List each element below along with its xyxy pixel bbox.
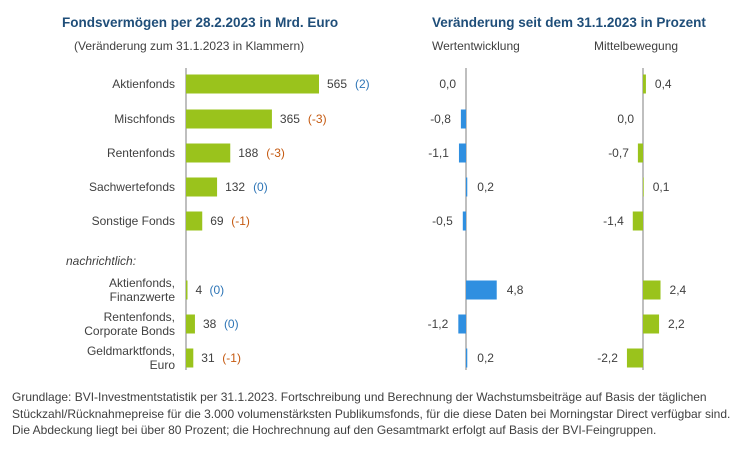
chart-marks: Aktienfonds 565 (2) Mischfonds 365 (-3) Renten… [84,68,687,372]
asset-bar [186,314,195,334]
wertentwicklung-bar [466,177,468,197]
asset-bar [186,211,203,231]
wertentwicklung-bar [458,314,466,334]
mittelbewegung-value-label: -0,7 [608,146,629,160]
mittelbewegung-bar [632,211,643,231]
left-chart-subtitle: (Veränderung zum 31.1.2023 in Klammern) [74,39,304,53]
asset-bar [186,348,194,368]
category-label: Rentenfonds [107,146,175,160]
wertentwicklung-bar [458,143,466,163]
footnote: Grundlage: BVI-Investmentstatistik per 3… [12,390,731,437]
mittelbewegung-bar [643,177,644,197]
asset-bar [186,177,218,197]
mittelbewegung-value-label: -2,2 [597,351,618,365]
asset-change-label: (-1) [222,351,241,365]
category-label: Mischfonds [114,112,175,126]
mittelbewegung-value-label: 0,1 [653,180,670,194]
wertentwicklung-value-label: 0,2 [477,180,494,194]
asset-bar [186,143,231,163]
wertentwicklung-bar [462,211,466,231]
mittelbewegung-value-label: 2,2 [668,317,685,331]
wertentwicklung-value-label: -0,8 [430,112,451,126]
asset-change-label: (0) [253,180,268,194]
wertentwicklung-value-label: -0,5 [432,214,453,228]
asset-value-label: 31 [201,351,215,365]
category-label: Aktienfonds [112,77,175,91]
category-label: Finanzwerte [110,290,176,304]
wertentwicklung-value-label: 0,0 [439,77,456,91]
right-chart-title: Veränderung seit dem 31.1.2023 in Prozen… [432,15,706,30]
wertentwicklung-bar [460,109,466,129]
asset-value-label: 365 [280,112,300,126]
category-label: Geldmarktfonds, [87,344,175,358]
asset-bar [186,109,272,129]
wertentwicklung-value-label: 0,2 [477,351,494,365]
asset-value-label: 69 [210,214,224,228]
asset-change-label: (0) [224,317,239,331]
asset-value-label: 38 [203,317,217,331]
mittelbewegung-bar [643,280,661,300]
mittelbewegung-value-label: 0,4 [655,77,672,91]
wertentwicklung-value-label: -1,2 [428,317,449,331]
mittelbewegung-bar [643,74,646,94]
mittelbewegung-header: Mittelbewegung [594,39,678,53]
mittelbewegung-value-label: 2,4 [670,283,687,297]
wertentwicklung-header: Wertentwicklung [432,39,520,53]
mittelbewegung-value-label: -1,4 [603,214,624,228]
wertentwicklung-bar [466,348,468,368]
wertentwicklung-bar [466,280,497,300]
asset-change-label: (0) [210,283,225,297]
wertentwicklung-value-label: 4,8 [507,283,524,297]
category-label: Corporate Bonds [84,324,175,338]
mittelbewegung-bar [637,143,643,163]
category-label: Sachwertefonds [89,180,175,194]
asset-bar [186,280,188,300]
category-label: Euro [150,358,176,372]
fund-assets-chart: Fondsvermögen per 28.2.2023 in Mrd. Euro… [62,15,706,372]
asset-value-label: 188 [238,146,258,160]
asset-bar [186,74,319,94]
category-label: Rentenfonds, [104,310,175,324]
category-label: Aktienfonds, [109,276,175,290]
mittelbewegung-bar [626,348,643,368]
asset-value-label: 565 [327,77,347,91]
category-label: Sonstige Fonds [92,214,175,228]
asset-value-label: 132 [225,180,245,194]
nachrichtlich-label: nachrichtlich: [66,254,136,268]
asset-change-label: (-3) [266,146,285,160]
asset-change-label: (-1) [231,214,250,228]
mittelbewegung-value-label: 0,0 [617,112,634,126]
asset-change-label: (-3) [308,112,327,126]
asset-value-label: 4 [196,283,203,297]
mittelbewegung-bar [643,314,660,334]
wertentwicklung-value-label: -1,1 [428,146,449,160]
asset-change-label: (2) [355,77,370,91]
left-chart-title: Fondsvermögen per 28.2.2023 in Mrd. Euro [62,15,338,30]
